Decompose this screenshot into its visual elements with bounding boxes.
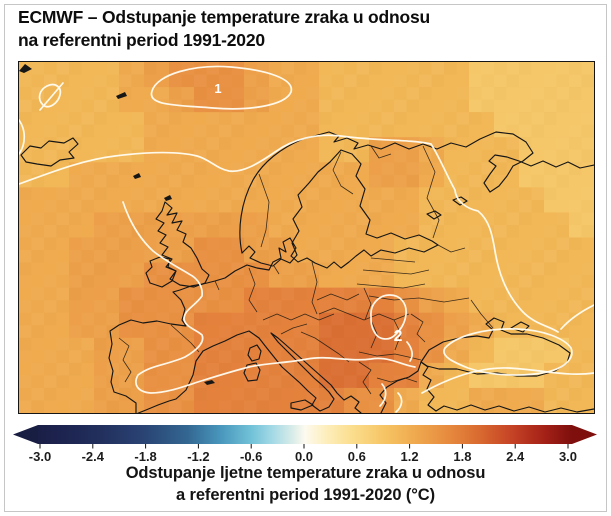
colorbar-tick-label: -1.8 [134,449,156,464]
island-faroe [133,173,141,179]
contour-1-ellipse [150,65,293,110]
contour-black-sea-inlet [560,304,594,330]
colorbar-tick-label: -2.4 [82,449,105,464]
contour-black-sea-loop [443,328,573,376]
coastline-great-britain [155,201,210,288]
colorbar-tick-label: 0.0 [295,449,313,464]
contour-aegean-b [395,392,403,413]
island-corsica [247,344,262,362]
greenland-corner [19,64,32,73]
coastline-scandinavia-arctic [239,131,594,254]
coastline-sea-of-azov [510,321,530,333]
island-mallorca [204,380,215,385]
isotherm-contours [19,65,594,413]
title-line-1: ECMWF – Odstupanje temperature zraka u o… [18,7,431,27]
map-canvas: 1 2 [19,62,594,413]
anomaly-grid [19,62,594,413]
colorbar-tick-label: 1.2 [401,449,419,464]
colorbar-right-arrow [572,425,597,444]
island-sicily [290,399,314,411]
coastline-iceland [20,137,79,167]
colorbar-tick-label: -1.2 [187,449,209,464]
island-shetland [164,195,172,201]
contour-turkey [421,367,594,394]
caption-line-1: Odstupanje ljetne temperature zraka u od… [125,464,486,482]
page-title: ECMWF – Odstupanje temperature zraka u o… [18,6,430,52]
contour-aegean-a [379,383,387,407]
lake-ladoga [426,210,442,220]
island-jan-mayen [116,92,127,99]
contour-iceland-loop [38,82,64,111]
coastline-aegean-turkey [379,361,594,413]
contour-1-west [122,201,416,394]
colorbar-tick-label: -3.0 [29,449,51,464]
contour-left-edge [19,119,26,155]
colorbar-ticks: -3.0 -2.4 -1.8 -1.2 -0.6 0.0 0.6 1.2 1.8 2.4 3.0 [29,444,577,464]
colorbar-tick-label: -0.6 [240,449,262,464]
coastline-black-sea [420,317,571,377]
contour-label-1: 1 [214,81,221,96]
island-sardinia [243,362,261,382]
coastline-baltic-west-europe-mediterranean [108,149,439,413]
colorbar-tick-label: 0.6 [348,449,366,464]
coastline-ireland [145,256,177,288]
contour-1-north [19,134,559,333]
figure-caption: Odstupanje ljetne temperature zraka u od… [0,463,611,507]
caption-line-2: a referentni period 1991-2020 (°C) [175,485,436,504]
contour-2-loop [370,294,413,362]
colorbar-tick-label: 1.8 [453,449,471,464]
contour-label-2: 2 [394,328,403,345]
colorbar: -3.0 -2.4 -1.8 -1.2 -0.6 0.0 0.6 1.2 1.8 2.4 3.0 [13,425,597,464]
title-line-2: na referentni period 1991-2020 [18,29,265,50]
europe-anomaly-map: 1 2 [18,61,595,414]
country-borders [118,145,494,395]
colorbar-left-arrow [13,425,38,444]
pixel-noise [19,62,594,413]
colorbar-gradient-bar [38,425,572,444]
colorbar-tick-label: 2.4 [506,449,525,464]
colorbar-tick-label: 3.0 [559,449,577,464]
